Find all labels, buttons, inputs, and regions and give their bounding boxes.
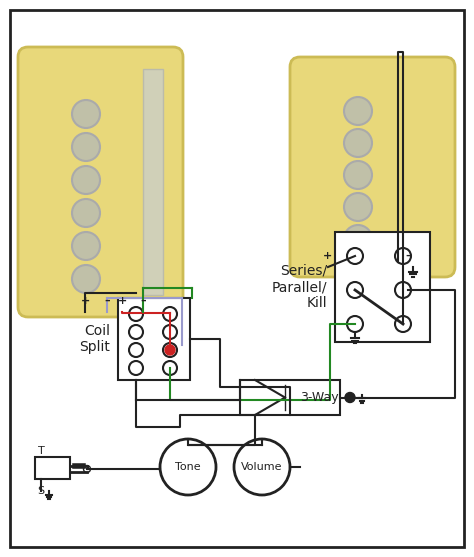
Circle shape	[344, 97, 372, 125]
Text: T: T	[37, 446, 45, 456]
FancyBboxPatch shape	[18, 47, 183, 317]
Circle shape	[129, 361, 143, 375]
Circle shape	[347, 282, 363, 298]
Circle shape	[345, 393, 355, 403]
Text: +: +	[323, 251, 333, 261]
Bar	[335, 232, 430, 342]
FancyBboxPatch shape	[290, 57, 455, 277]
Circle shape	[395, 316, 411, 332]
Circle shape	[347, 248, 363, 264]
Circle shape	[344, 225, 372, 253]
Circle shape	[395, 282, 411, 298]
Circle shape	[72, 133, 100, 161]
Text: –: –	[140, 296, 146, 306]
Circle shape	[347, 316, 363, 332]
Circle shape	[72, 100, 100, 128]
Circle shape	[163, 307, 177, 321]
Text: –: –	[104, 296, 110, 306]
Text: Tone: Tone	[175, 462, 201, 472]
Bar	[143, 69, 163, 295]
Text: Volume: Volume	[241, 462, 283, 472]
Circle shape	[72, 166, 100, 194]
Bar	[240, 380, 340, 415]
Text: +: +	[81, 296, 90, 306]
Circle shape	[163, 361, 177, 375]
Circle shape	[129, 325, 143, 339]
Circle shape	[129, 343, 143, 357]
Text: S: S	[37, 486, 45, 496]
Circle shape	[395, 248, 411, 264]
Circle shape	[344, 161, 372, 189]
Circle shape	[72, 265, 100, 293]
Bar	[118, 298, 190, 380]
Circle shape	[234, 439, 290, 495]
Circle shape	[72, 199, 100, 227]
Circle shape	[129, 307, 143, 321]
Circle shape	[344, 129, 372, 157]
Circle shape	[163, 343, 177, 357]
Text: +: +	[118, 296, 127, 306]
Text: –: –	[405, 251, 411, 261]
Text: 3-Way: 3-Way	[300, 391, 338, 404]
Circle shape	[344, 193, 372, 221]
Circle shape	[72, 232, 100, 260]
Circle shape	[165, 345, 175, 355]
Bar	[35, 457, 70, 479]
Text: Coil
Split: Coil Split	[79, 324, 110, 354]
Circle shape	[160, 439, 216, 495]
Circle shape	[83, 466, 91, 472]
Text: Series/
Parallel/
Kill: Series/ Parallel/ Kill	[272, 264, 327, 310]
Circle shape	[163, 325, 177, 339]
